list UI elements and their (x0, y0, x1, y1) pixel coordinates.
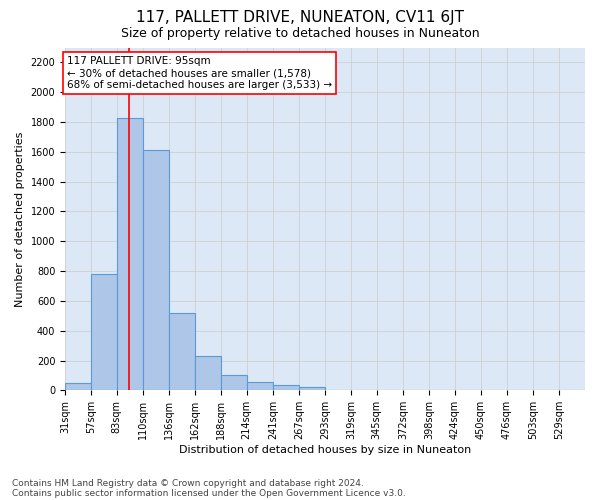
Bar (221, 374, 247, 390)
Bar (169, 313, 195, 390)
X-axis label: Distribution of detached houses by size in Nuneaton: Distribution of detached houses by size … (179, 445, 471, 455)
Bar (116, 118, 143, 390)
Bar (274, 385, 299, 390)
Text: 117 PALLETT DRIVE: 95sqm
← 30% of detached houses are smaller (1,578)
68% of sem: 117 PALLETT DRIVE: 95sqm ← 30% of detach… (67, 56, 332, 90)
Text: 117, PALLETT DRIVE, NUNEATON, CV11 6JT: 117, PALLETT DRIVE, NUNEATON, CV11 6JT (136, 10, 464, 25)
Text: Contains HM Land Registry data © Crown copyright and database right 2024.: Contains HM Land Registry data © Crown c… (12, 478, 364, 488)
Text: Contains public sector information licensed under the Open Government Licence v3: Contains public sector information licen… (12, 488, 406, 498)
Bar (65, 383, 91, 390)
Bar (247, 382, 274, 390)
Bar (299, 388, 325, 390)
Bar (91, 274, 116, 390)
Bar (143, 150, 169, 390)
Text: Size of property relative to detached houses in Nuneaton: Size of property relative to detached ho… (121, 28, 479, 40)
Bar (195, 356, 221, 390)
Y-axis label: Number of detached properties: Number of detached properties (15, 131, 25, 306)
